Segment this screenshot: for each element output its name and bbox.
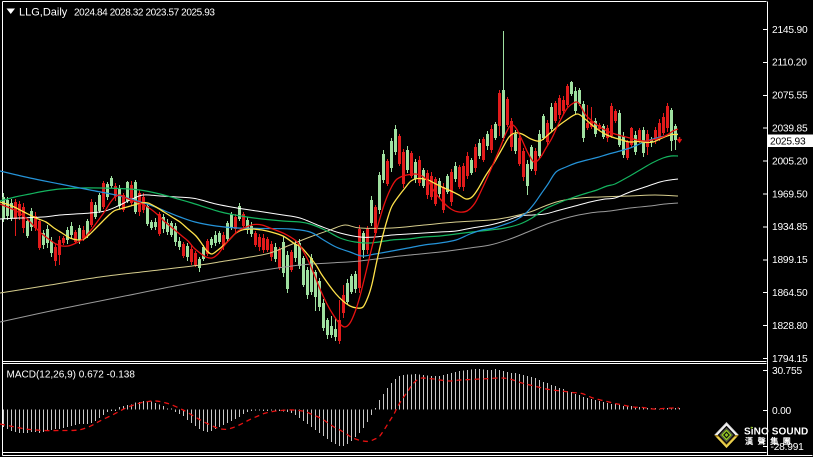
svg-text:1794.15: 1794.15 [772, 354, 808, 365]
svg-text:2145.90: 2145.90 [772, 25, 808, 36]
svg-text:2005.20: 2005.20 [772, 156, 808, 167]
svg-text:MACD(12,26,9) 0.672 -0.138: MACD(12,26,9) 0.672 -0.138 [7, 370, 136, 381]
svg-text:LLG,Daily: LLG,Daily [19, 7, 68, 19]
svg-text:1828.80: 1828.80 [772, 321, 808, 332]
svg-text:1899.15: 1899.15 [772, 255, 808, 266]
svg-text:30.755: 30.755 [772, 366, 802, 377]
svg-text:0.00: 0.00 [772, 406, 792, 417]
svg-text:SiNO SOUND: SiNO SOUND [744, 427, 808, 438]
svg-text:2025.93: 2025.93 [770, 136, 806, 147]
svg-text:2110.20: 2110.20 [772, 58, 807, 69]
svg-text:1969.50: 1969.50 [772, 189, 808, 200]
svg-text:2039.85: 2039.85 [772, 124, 808, 135]
svg-text:2075.55: 2075.55 [772, 91, 808, 102]
svg-text:2024.84 2028.32 2023.57 2025.9: 2024.84 2028.32 2023.57 2025.93 [74, 8, 215, 19]
svg-text:-28.991: -28.991 [771, 442, 805, 453]
svg-text:1934.85: 1934.85 [772, 222, 808, 233]
svg-text:1864.50: 1864.50 [772, 288, 808, 299]
svg-text:漢聲集團: 漢聲集團 [745, 436, 795, 446]
